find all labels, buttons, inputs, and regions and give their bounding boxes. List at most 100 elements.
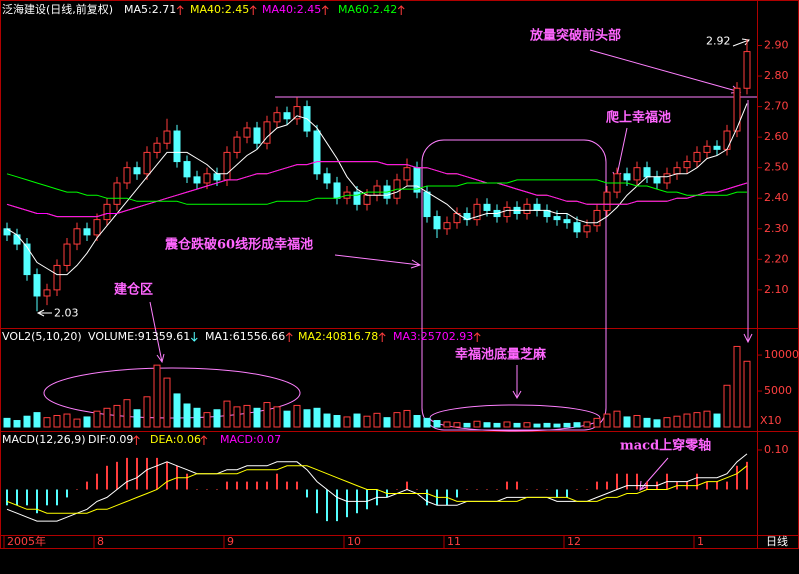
volume-bar <box>53 414 61 428</box>
volume-bar <box>13 420 21 428</box>
candle-body <box>13 234 21 245</box>
arrow <box>589 49 742 94</box>
volume-bar <box>243 404 251 428</box>
candle-body <box>123 167 131 184</box>
volume-bar <box>143 396 151 428</box>
volume-bar <box>563 422 571 428</box>
candle-body <box>33 274 41 297</box>
y-tick-label: 2.50 <box>764 161 789 174</box>
volume-bar <box>623 416 631 428</box>
volume-bar <box>103 407 111 428</box>
volume-bar <box>363 415 371 428</box>
volume-bar <box>443 421 451 428</box>
annotation: 建仓区 <box>114 282 153 298</box>
candle-body <box>143 151 151 175</box>
y-tick-label: 2.10 <box>764 283 789 296</box>
volume-bar <box>313 407 321 428</box>
volume-bar <box>483 422 491 428</box>
volume-bar <box>73 418 81 428</box>
volume-bar <box>593 417 601 428</box>
arrow <box>743 100 753 344</box>
macd-line <box>6 465 748 514</box>
y-tick-label: 2.40 <box>764 191 789 204</box>
candle-body <box>333 182 341 199</box>
volume-bar <box>463 422 471 428</box>
legend-entry: MA60:2.42 <box>338 3 397 16</box>
candle-body <box>533 203 541 211</box>
arrow <box>732 38 750 47</box>
volume-bar <box>573 422 581 428</box>
candle-body <box>653 176 661 184</box>
candle-body <box>633 167 641 181</box>
candle-body <box>683 161 691 169</box>
candle-body <box>473 203 481 221</box>
volume-bar <box>713 413 721 428</box>
candle-body <box>483 203 491 211</box>
x-tick-label: 1 <box>697 535 704 548</box>
volume-bar <box>433 420 441 428</box>
candle-body <box>723 130 731 150</box>
volume-bar <box>453 422 461 428</box>
arrow <box>334 254 422 269</box>
panel-title: MACD(12,26,9) <box>2 433 86 446</box>
volume-bar <box>703 410 711 428</box>
ma-line <box>6 161 748 218</box>
volume-bar <box>583 421 591 428</box>
candle-body <box>593 209 601 227</box>
macd-line <box>6 453 748 522</box>
legend-entry: MA2:40816.78 <box>298 330 378 343</box>
candle-body <box>373 185 381 196</box>
legend-entry: MA1:61556.66 <box>205 330 285 343</box>
candle-body <box>43 289 51 297</box>
build-zone-ellipse <box>43 367 301 419</box>
legend-entry: DIF:0.09 <box>88 433 133 446</box>
candle-body <box>563 219 571 224</box>
volume-bar <box>193 407 201 428</box>
y-tick-label: 2.30 <box>764 222 789 235</box>
volume-bar <box>683 413 691 428</box>
candle-body <box>443 222 451 230</box>
volume-bar <box>613 410 621 428</box>
trend-arrow <box>249 5 257 15</box>
y-tick-label: 2.90 <box>764 38 789 51</box>
arrow <box>639 457 669 491</box>
low-label: 2.03 <box>54 306 79 319</box>
volume-bar <box>293 404 301 428</box>
arrow <box>612 127 628 182</box>
volume-bar <box>403 409 411 428</box>
candle-body <box>573 222 581 233</box>
volume-bar <box>3 417 11 428</box>
volume-bar <box>733 345 741 428</box>
candle-body <box>403 167 411 181</box>
label-arrows <box>36 38 750 317</box>
x-tick-label: 9 <box>227 535 234 548</box>
candle-body <box>553 216 561 221</box>
volume-bar <box>213 409 221 428</box>
candle-body <box>313 130 321 175</box>
candle-body <box>93 219 101 236</box>
volume-bar <box>113 404 121 428</box>
trend-arrow <box>133 435 140 445</box>
y-tick-label: 10000 <box>764 348 799 361</box>
volume-bar <box>63 413 71 428</box>
volume-bar <box>743 360 751 428</box>
x-tick-label: 8 <box>97 535 104 548</box>
trend-arrow <box>397 5 405 15</box>
x-tick-label: 12 <box>567 535 581 548</box>
candle-body <box>323 173 331 184</box>
candle-body <box>203 173 211 184</box>
y-tick-label: 2.60 <box>764 130 789 143</box>
candle-body <box>233 136 241 153</box>
frame <box>0 0 799 549</box>
trend-arrow <box>176 5 184 15</box>
candle-body <box>663 173 671 184</box>
unit-label: X10 <box>760 414 782 427</box>
y-tick-label: 2.70 <box>764 100 789 113</box>
volume-bar <box>723 384 731 428</box>
x-tick-label: 2005年 <box>7 534 46 548</box>
candle-body <box>673 167 681 175</box>
volume-bar <box>333 414 341 428</box>
arrow <box>36 309 52 317</box>
volume-bar <box>223 400 231 428</box>
